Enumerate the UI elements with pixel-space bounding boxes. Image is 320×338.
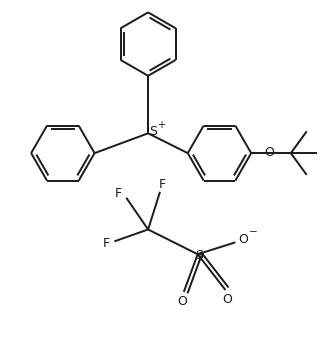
Text: F: F [115, 187, 122, 200]
Text: O: O [238, 233, 248, 246]
Text: +: + [157, 120, 165, 130]
Text: F: F [158, 178, 165, 191]
Text: S: S [195, 249, 203, 262]
Text: −: − [249, 227, 258, 237]
Text: O: O [264, 146, 274, 159]
Text: F: F [103, 237, 110, 250]
Text: O: O [222, 293, 232, 306]
Text: S: S [149, 125, 157, 138]
Text: O: O [177, 295, 187, 308]
